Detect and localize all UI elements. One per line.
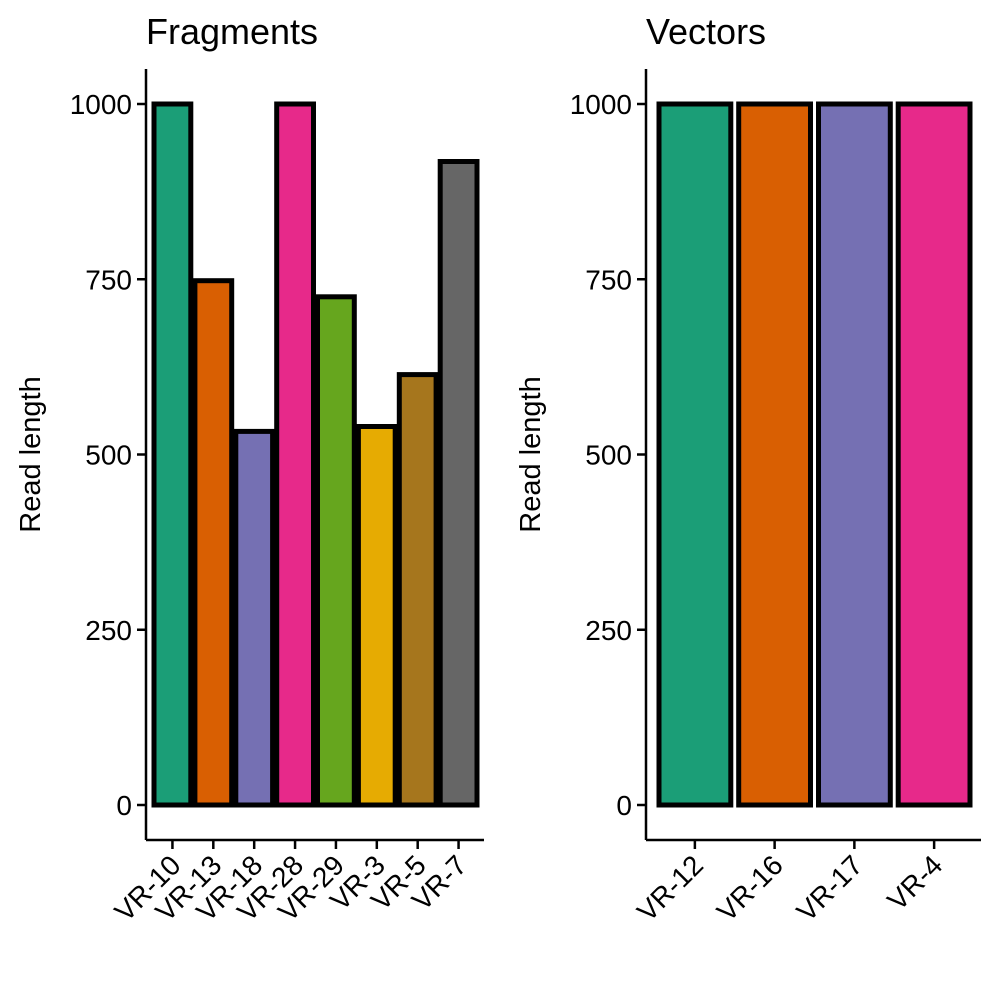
bar-vr-13: [192, 278, 235, 808]
y-tick-label: 0: [116, 790, 132, 821]
bar-vr-12: [656, 101, 734, 808]
bar-vr-16: [736, 101, 814, 808]
y-axis-label: Read length: [15, 376, 47, 532]
bar-vr-29: [315, 294, 357, 808]
y-tick-label: 0: [616, 790, 632, 821]
bar-vr-18: [233, 428, 276, 808]
y-tick-label: 1000: [570, 89, 632, 120]
bar-vr-10: [151, 101, 194, 808]
bar-vr-5: [396, 372, 439, 808]
y-tick-label: 1000: [70, 89, 132, 120]
y-tick-label: 750: [85, 264, 132, 295]
y-tick-label: 750: [585, 264, 632, 295]
bar-vr-4: [895, 101, 973, 808]
bar-vr-7: [437, 159, 480, 808]
panel-title: Fragments: [146, 11, 318, 52]
x-tick-label: VR-16: [711, 849, 789, 927]
y-tick-label: 250: [85, 615, 132, 646]
panel-title: Vectors: [646, 11, 766, 52]
x-tick-label: VR-17: [791, 849, 869, 927]
bar-vr-17: [816, 101, 893, 808]
x-tick-label: VR-12: [631, 849, 709, 927]
bar-vr-28: [274, 101, 317, 808]
y-tick-label: 500: [585, 440, 632, 471]
y-axis-label: Read length: [515, 376, 547, 532]
x-tick-label: VR-4: [881, 849, 948, 916]
bar-vr-3: [355, 424, 398, 808]
y-tick-label: 500: [85, 440, 132, 471]
y-tick-label: 250: [585, 615, 632, 646]
